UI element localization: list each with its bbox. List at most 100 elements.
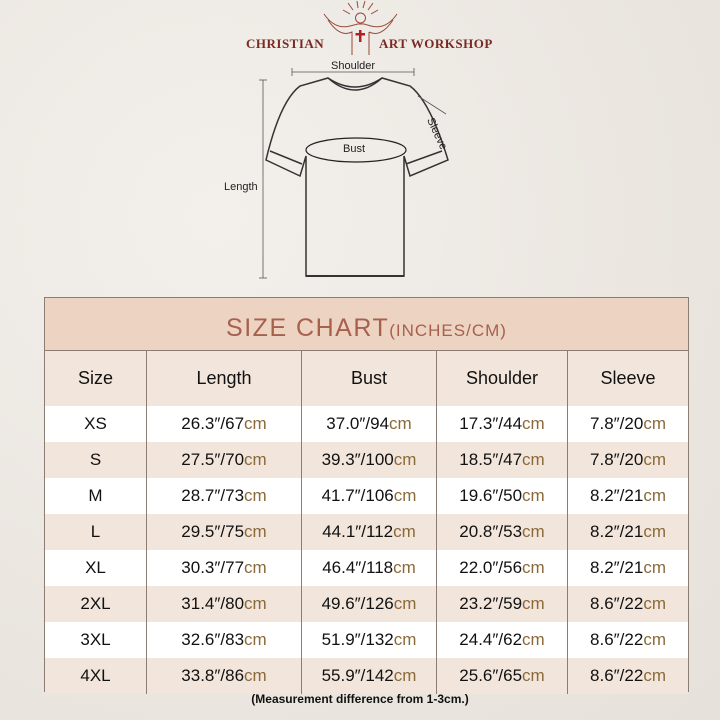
cm-unit: cm bbox=[244, 594, 267, 613]
bust-label: Bust bbox=[343, 143, 366, 155]
cell-value: 27.5″/70 bbox=[181, 450, 245, 469]
cell-value: 18.5″/47 bbox=[459, 450, 523, 469]
header-bust: Bust bbox=[302, 351, 437, 406]
table-row: XS 26.3″/67 cm 37.0″/94 cm 17.3″/44 cm 7.8″/20 c… bbox=[45, 406, 688, 442]
table-row: 4XL 33.8″/86 cm 55.9″/142 cm 25.6″/65 cm 8.6″/2… bbox=[45, 658, 688, 694]
cell-length: 26.3″/67 cm bbox=[147, 406, 302, 442]
cm-unit: cm bbox=[244, 558, 267, 577]
jesus-cross-icon bbox=[323, 0, 398, 55]
cm-unit: cm bbox=[643, 666, 666, 685]
cell-value: 46.4″/118 bbox=[322, 558, 394, 577]
cell-size: S bbox=[45, 442, 147, 478]
header-length: Length bbox=[147, 351, 302, 406]
cell-bust: 41.7″/106 cm bbox=[302, 478, 437, 514]
cell-shoulder: 22.0″/56 cm bbox=[437, 550, 568, 586]
cell-value: 3XL bbox=[80, 630, 111, 649]
table-row: S 27.5″/70 cm 39.3″/100 cm 18.5″/47 cm 7.8″/20 c… bbox=[45, 442, 688, 478]
cell-value: XS bbox=[84, 414, 107, 433]
cell-value: 24.4″/62 bbox=[459, 630, 523, 649]
cell-bust: 44.1″/112 cm bbox=[302, 514, 437, 550]
size-chart-table: SIZE CHART(INCHES/CM) Size Length Bust S… bbox=[44, 297, 689, 694]
cell-sleeve: 8.2″/21 cm bbox=[568, 514, 688, 550]
table-row: 2XL 31.4″/80 cm 49.6″/126 cm 23.2″/59 cm 8.6″/2… bbox=[45, 586, 688, 622]
cm-unit: cm bbox=[643, 558, 666, 577]
header-shoulder: Shoulder bbox=[437, 351, 568, 406]
cell-value: 51.9″/132 bbox=[321, 630, 394, 649]
cell-shoulder: 24.4″/62 cm bbox=[437, 622, 568, 658]
cm-unit: cm bbox=[393, 558, 416, 577]
cm-unit: cm bbox=[522, 594, 545, 613]
cell-bust: 51.9″/132 cm bbox=[302, 622, 437, 658]
cm-unit: cm bbox=[244, 486, 267, 505]
title-text: SIZE CHART bbox=[226, 314, 390, 342]
cm-unit: cm bbox=[643, 414, 666, 433]
brand-name-right: ART WORKSHOP bbox=[379, 36, 493, 51]
cm-unit: cm bbox=[393, 630, 417, 649]
cell-value: 25.6″/65 bbox=[459, 666, 523, 685]
cell-bust: 37.0″/94 cm bbox=[302, 406, 437, 442]
cm-unit: cm bbox=[643, 630, 666, 649]
cell-value: 23.2″/59 bbox=[459, 594, 523, 613]
cell-shoulder: 18.5″/47 cm bbox=[437, 442, 568, 478]
cell-sleeve: 7.8″/20 cm bbox=[568, 406, 688, 442]
tshirt-outline-icon bbox=[259, 68, 449, 279]
cell-value: 19.6″/50 bbox=[459, 486, 523, 505]
cell-value: 17.3″/44 bbox=[459, 414, 523, 433]
cm-unit: cm bbox=[522, 414, 545, 433]
cm-unit: cm bbox=[522, 522, 545, 541]
cell-value: L bbox=[90, 522, 101, 541]
cm-unit: cm bbox=[522, 486, 545, 505]
cell-value: 26.3″/67 bbox=[181, 414, 245, 433]
cell-value: 29.5″/75 bbox=[181, 522, 245, 541]
table-header-row: Size Length Bust Shoulder Sleeve bbox=[45, 351, 688, 406]
cell-bust: 55.9″/142 cm bbox=[302, 658, 437, 694]
cell-length: 33.8″/86 cm bbox=[147, 658, 302, 694]
brand-logo: CHRISTIAN ART WORKSHOP bbox=[240, 0, 500, 60]
table-row: 3XL 32.6″/83 cm 51.9″/132 cm 24.4″/62 cm 8.6″/2… bbox=[45, 622, 688, 658]
cell-value: 4XL bbox=[80, 666, 111, 685]
cell-sleeve: 8.2″/21 cm bbox=[568, 478, 688, 514]
cell-size: M bbox=[45, 478, 147, 514]
cell-value: S bbox=[89, 450, 102, 469]
cell-value: 8.6″/22 bbox=[590, 630, 644, 649]
cm-unit: cm bbox=[522, 558, 545, 577]
cell-value: 8.2″/21 bbox=[590, 486, 644, 505]
cm-unit: cm bbox=[643, 486, 666, 505]
cell-length: 31.4″/80 cm bbox=[147, 586, 302, 622]
cell-value: 33.8″/86 bbox=[181, 666, 245, 685]
cm-unit: cm bbox=[393, 594, 417, 613]
cell-size: XS bbox=[45, 406, 147, 442]
cell-sleeve: 7.8″/20 cm bbox=[568, 442, 688, 478]
cell-value: 8.2″/21 bbox=[590, 522, 644, 541]
cell-value: 49.6″/126 bbox=[321, 594, 394, 613]
header-sleeve: Sleeve bbox=[600, 368, 656, 388]
cm-unit: cm bbox=[643, 594, 666, 613]
cell-value: M bbox=[88, 486, 103, 505]
cm-unit: cm bbox=[244, 450, 267, 469]
cell-value: 39.3″/100 bbox=[321, 450, 394, 469]
cm-unit: cm bbox=[244, 666, 267, 685]
cell-value: 8.6″/22 bbox=[590, 666, 644, 685]
cell-value: 28.7″/73 bbox=[181, 486, 245, 505]
cm-unit: cm bbox=[244, 522, 267, 541]
cell-size: L bbox=[45, 514, 147, 550]
cell-value: 37.0″/94 bbox=[326, 414, 390, 433]
cell-shoulder: 17.3″/44 cm bbox=[437, 406, 568, 442]
cell-value: 20.8″/53 bbox=[459, 522, 523, 541]
cell-sleeve: 8.6″/22 cm bbox=[568, 658, 688, 694]
cm-unit: cm bbox=[244, 630, 267, 649]
cell-length: 32.6″/83 cm bbox=[147, 622, 302, 658]
cell-value: 8.2″/21 bbox=[590, 558, 644, 577]
measurement-note: (Measurement difference from 1-3cm.) bbox=[251, 692, 469, 706]
cell-value: 32.6″/83 bbox=[181, 630, 245, 649]
table-row: M 28.7″/73 cm 41.7″/106 cm 19.6″/50 cm 8.2″/21 c… bbox=[45, 478, 688, 514]
cell-sleeve: 8.6″/22 cm bbox=[568, 622, 688, 658]
cell-size: 4XL bbox=[45, 658, 147, 694]
cm-unit: cm bbox=[244, 414, 267, 433]
cell-sleeve: 8.2″/21 cm bbox=[568, 550, 688, 586]
shoulder-label: Shoulder bbox=[331, 60, 376, 72]
title-unit: (INCHES/CM) bbox=[389, 321, 507, 340]
cm-unit: cm bbox=[393, 666, 417, 685]
cell-length: 28.7″/73 cm bbox=[147, 478, 302, 514]
cm-unit: cm bbox=[522, 450, 545, 469]
